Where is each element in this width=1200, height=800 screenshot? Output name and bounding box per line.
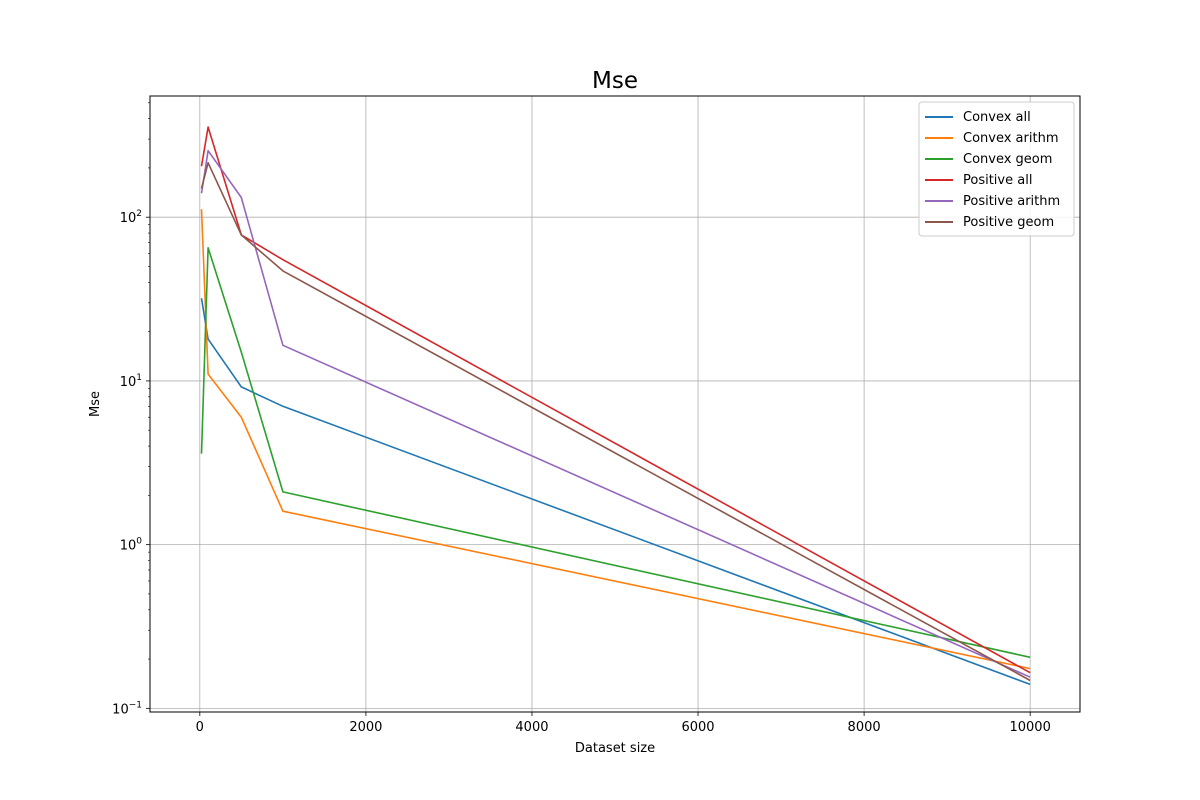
legend-entry-label: Positive all bbox=[963, 173, 1032, 188]
y-tick-label: 102 bbox=[120, 209, 142, 226]
y-tick-label-base: 10 bbox=[112, 702, 129, 717]
x-tick-label: 6000 bbox=[681, 720, 714, 735]
chart-title: Mse bbox=[592, 68, 638, 94]
y-tick-label: 101 bbox=[120, 373, 142, 390]
y-tick-label-exponent: 1 bbox=[136, 373, 142, 383]
legend-entry-label: Positive arithm bbox=[963, 194, 1060, 209]
y-tick-label: 10−1 bbox=[112, 700, 142, 717]
x-tick-label: 2000 bbox=[349, 720, 382, 735]
y-tick-label-base: 10 bbox=[120, 211, 137, 226]
y-tick-label-exponent: 0 bbox=[136, 537, 142, 547]
legend-entry-label: Convex arithm bbox=[963, 131, 1058, 146]
y-tick-label: 100 bbox=[120, 537, 143, 554]
series-line-convex-all bbox=[200, 298, 1031, 686]
series-line-convex-arithm bbox=[200, 209, 1031, 670]
x-tick-label: 8000 bbox=[848, 720, 881, 735]
legend-frame bbox=[918, 101, 1075, 237]
legend-entry-label: Positive geom bbox=[963, 215, 1054, 230]
series-line-positive-arithm bbox=[200, 149, 1031, 678]
x-tick-label: 0 bbox=[196, 720, 204, 735]
x-tick-label: 4000 bbox=[515, 720, 548, 735]
legend: Convex all Convex arithm Convex geom Positi… bbox=[918, 101, 1075, 237]
series-line-positive-geom bbox=[200, 162, 1031, 682]
x-tick-label: 10000 bbox=[1009, 720, 1050, 735]
x-axis-label: Dataset size bbox=[575, 741, 655, 756]
y-tick-label-exponent: 2 bbox=[136, 209, 142, 219]
series-line-convex-geom bbox=[200, 247, 1031, 659]
y-tick-label-base: 10 bbox=[120, 375, 137, 390]
series-lines bbox=[200, 126, 1031, 686]
y-tick-label-base: 10 bbox=[120, 539, 137, 554]
legend-entry-label: Convex all bbox=[963, 110, 1031, 125]
y-tick-label-exponent: −1 bbox=[129, 700, 142, 710]
axes-frame bbox=[149, 95, 1081, 713]
legend-entry-label: Convex geom bbox=[963, 152, 1052, 167]
y-axis-label: Mse bbox=[88, 391, 103, 417]
series-line-positive-all bbox=[200, 126, 1031, 674]
